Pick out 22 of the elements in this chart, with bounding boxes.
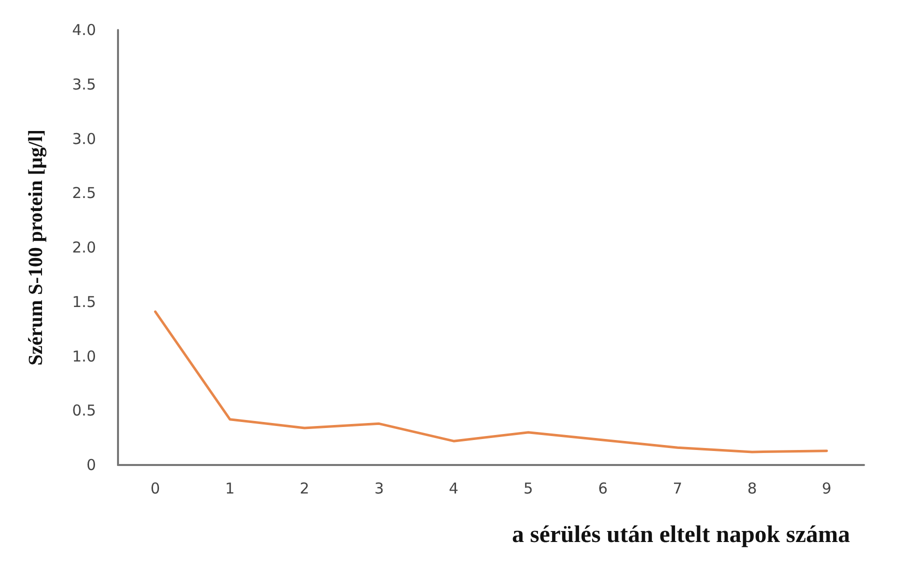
x-tick-label: 7 bbox=[672, 480, 682, 498]
x-tick-label: 8 bbox=[747, 480, 757, 498]
x-tick-label: 2 bbox=[300, 480, 310, 498]
x-tick-label: 9 bbox=[822, 480, 832, 498]
y-tick-label: 2.0 bbox=[72, 238, 96, 256]
y-tick-label: 0.5 bbox=[72, 402, 96, 420]
x-tick-label: 3 bbox=[374, 480, 384, 498]
y-tick-label: 3.0 bbox=[72, 130, 96, 148]
x-tick-label: 1 bbox=[225, 480, 235, 498]
x-tick-label: 5 bbox=[524, 480, 534, 498]
x-tick-label: 4 bbox=[448, 480, 458, 498]
y-tick-label: 4.0 bbox=[72, 21, 96, 39]
y-tick-label: 1.0 bbox=[72, 347, 96, 366]
y-tick-label: 2.5 bbox=[72, 184, 96, 202]
x-tick-label: 0 bbox=[150, 480, 160, 498]
x-tick-label: 6 bbox=[598, 480, 608, 498]
y-tick-label: 3.5 bbox=[72, 75, 96, 94]
x-axis-title: a sérülés után eltelt napok száma bbox=[512, 522, 850, 548]
y-tick-label: 1.5 bbox=[72, 292, 96, 311]
y-axis-title: Szérum S-100 protein [μg/l] bbox=[25, 130, 47, 366]
y-tick-label: 0 bbox=[86, 456, 96, 474]
line-series bbox=[154, 310, 828, 454]
